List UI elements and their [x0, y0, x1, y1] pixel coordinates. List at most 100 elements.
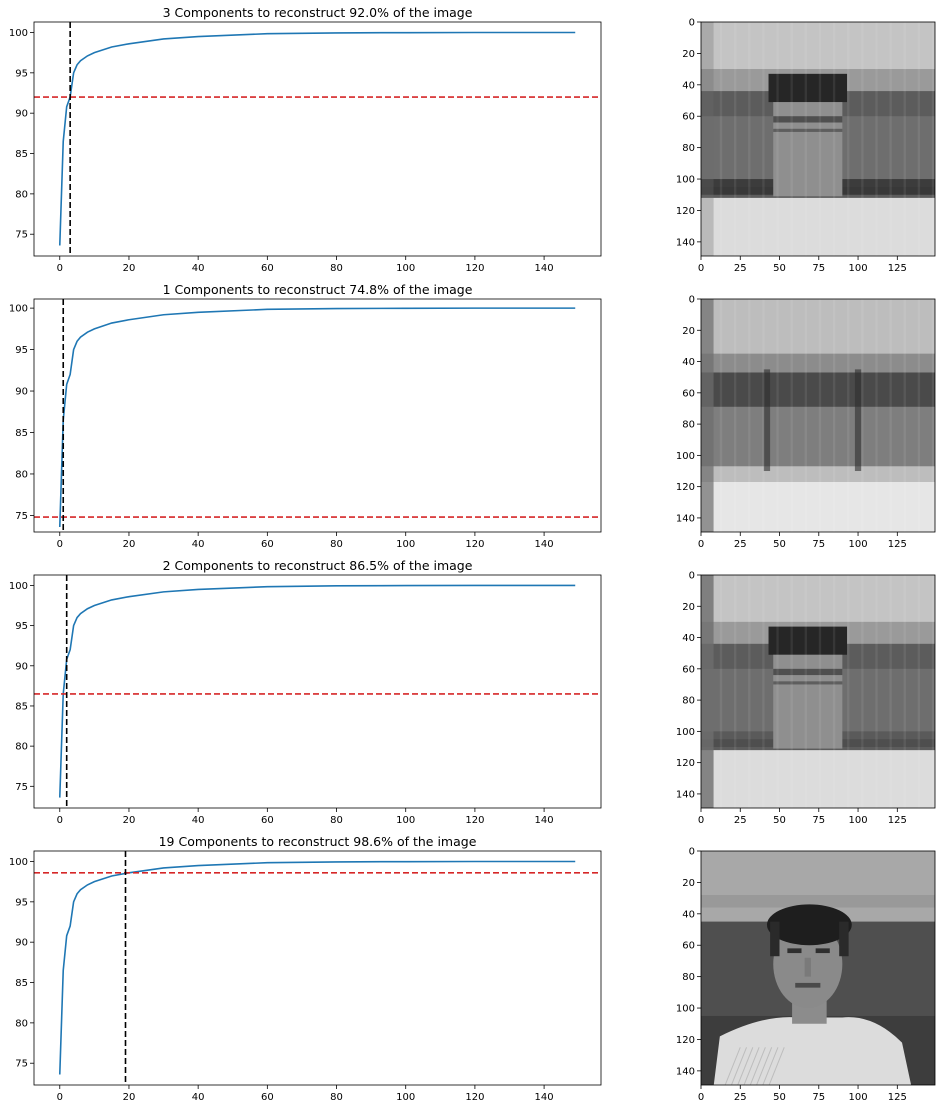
image-x-tick-label: 125 [888, 539, 907, 550]
image-x-tick-label: 75 [812, 539, 825, 550]
y-tick-label: 95 [15, 345, 28, 356]
image-y-tick-label: 60 [682, 112, 695, 123]
reconstruction-image-3: 0 25 50 75 100 125 0 20 40 60 80 100 120 140 [676, 571, 936, 826]
y-tick-label: 80 [15, 469, 28, 480]
y-tick-label: 80 [15, 1018, 28, 1029]
image-x-tick-label: 100 [849, 815, 868, 826]
y-tick-label: 95 [15, 621, 28, 632]
image-content [701, 22, 935, 256]
x-tick-label: 0 [57, 539, 63, 550]
image-y-tick-label: 40 [682, 357, 695, 368]
x-tick-label: 140 [535, 1092, 554, 1103]
image-y-tick-label: 40 [682, 633, 695, 644]
x-tick-label: 60 [261, 263, 274, 274]
x-tick-label: 80 [330, 815, 343, 826]
x-tick-label: 20 [123, 1092, 136, 1103]
y-tick-label: 85 [15, 978, 28, 989]
plot-frame [33, 574, 602, 809]
plot-frame [33, 850, 602, 1086]
image-y-tick-label: 60 [682, 941, 695, 952]
image-frame [700, 21, 936, 257]
line-plot-4: 19 Components to reconstruct 98.6% of th… [9, 834, 602, 1103]
image-y-tick-label: 140 [676, 237, 695, 248]
y-tick-label: 90 [15, 661, 28, 672]
image-frame [700, 298, 936, 533]
image-x-tick-label: 0 [698, 815, 704, 826]
y-tick-label: 75 [15, 1059, 28, 1070]
line-plot-3: 2 Components to reconstruct 86.5% of the… [9, 558, 602, 826]
image-y-tick-label: 40 [682, 80, 695, 91]
plot-frame [33, 21, 602, 257]
y-tick-label: 100 [9, 304, 28, 315]
image-x-tick-label: 0 [698, 263, 704, 274]
chart-title: 3 Components to reconstruct 92.0% of the… [163, 5, 473, 20]
image-x-tick-label: 125 [888, 1092, 907, 1103]
image-x-tick-label: 25 [734, 1092, 747, 1103]
reconstruction-image-1: 0 25 50 75 100 125 0 20 40 60 80 100 120 140 [676, 18, 936, 274]
x-tick-label: 120 [465, 539, 484, 550]
chart-title: 19 Components to reconstruct 98.6% of th… [159, 834, 477, 849]
image-x-tick-label: 0 [698, 1092, 704, 1103]
image-x-tick-label: 25 [734, 263, 747, 274]
line-plot-2: 1 Components to reconstruct 74.8% of the… [9, 282, 602, 550]
image-y-tick-label: 20 [682, 878, 695, 889]
y-tick-label: 95 [15, 68, 28, 79]
x-tick-label: 80 [330, 1092, 343, 1103]
x-tick-label: 80 [330, 539, 343, 550]
x-tick-label: 20 [123, 815, 136, 826]
y-tick-label: 75 [15, 230, 28, 241]
x-tick-label: 60 [261, 815, 274, 826]
chart-title: 2 Components to reconstruct 86.5% of the… [163, 558, 473, 573]
x-tick-label: 0 [57, 815, 63, 826]
x-tick-label: 100 [396, 263, 415, 274]
image-frame [700, 574, 936, 809]
image-content [701, 575, 935, 808]
image-x-tick-label: 50 [773, 815, 786, 826]
y-tick-label: 85 [15, 428, 28, 439]
x-tick-label: 60 [261, 539, 274, 550]
chart-title: 1 Components to reconstruct 74.8% of the… [163, 282, 473, 297]
image-x-tick-label: 125 [888, 263, 907, 274]
x-tick-label: 40 [192, 1092, 205, 1103]
image-y-tick-label: 100 [676, 727, 695, 738]
series-line [58, 584, 576, 798]
x-tick-label: 120 [465, 815, 484, 826]
image-x-tick-label: 50 [773, 263, 786, 274]
y-tick-label: 90 [15, 109, 28, 120]
image-x-tick-label: 50 [773, 539, 786, 550]
x-tick-label: 80 [330, 263, 343, 274]
y-tick-label: 90 [15, 387, 28, 398]
image-y-tick-label: 0 [689, 847, 695, 858]
x-tick-label: 140 [535, 263, 554, 274]
image-x-tick-label: 100 [849, 539, 868, 550]
image-x-tick-label: 100 [849, 263, 868, 274]
image-content [701, 299, 935, 532]
series-line [58, 31, 576, 246]
image-y-tick-label: 140 [676, 789, 695, 800]
image-y-tick-label: 0 [689, 18, 695, 29]
image-x-tick-label: 25 [734, 539, 747, 550]
image-y-tick-label: 120 [676, 206, 695, 217]
image-y-tick-label: 20 [682, 602, 695, 613]
y-tick-label: 85 [15, 701, 28, 712]
series-line [58, 307, 576, 528]
x-tick-label: 120 [465, 263, 484, 274]
reconstruction-image-4: 0 25 50 75 100 125 0 20 40 60 80 100 120 140 [676, 847, 936, 1103]
y-tick-label: 80 [15, 189, 28, 200]
x-tick-label: 20 [123, 539, 136, 550]
image-y-tick-label: 140 [676, 513, 695, 524]
image-x-tick-label: 75 [812, 263, 825, 274]
x-tick-label: 0 [57, 1092, 63, 1103]
image-y-tick-label: 80 [682, 972, 695, 983]
image-y-tick-label: 0 [689, 571, 695, 582]
image-x-tick-label: 100 [849, 1092, 868, 1103]
x-tick-label: 100 [396, 1092, 415, 1103]
x-tick-label: 40 [192, 539, 205, 550]
line-plot-1: 3 Components to reconstruct 92.0% of the… [9, 5, 602, 274]
series-line [58, 860, 576, 1075]
image-x-tick-label: 50 [773, 1092, 786, 1103]
plot-frame [33, 298, 602, 533]
image-y-tick-label: 40 [682, 909, 695, 920]
image-y-tick-label: 120 [676, 758, 695, 769]
